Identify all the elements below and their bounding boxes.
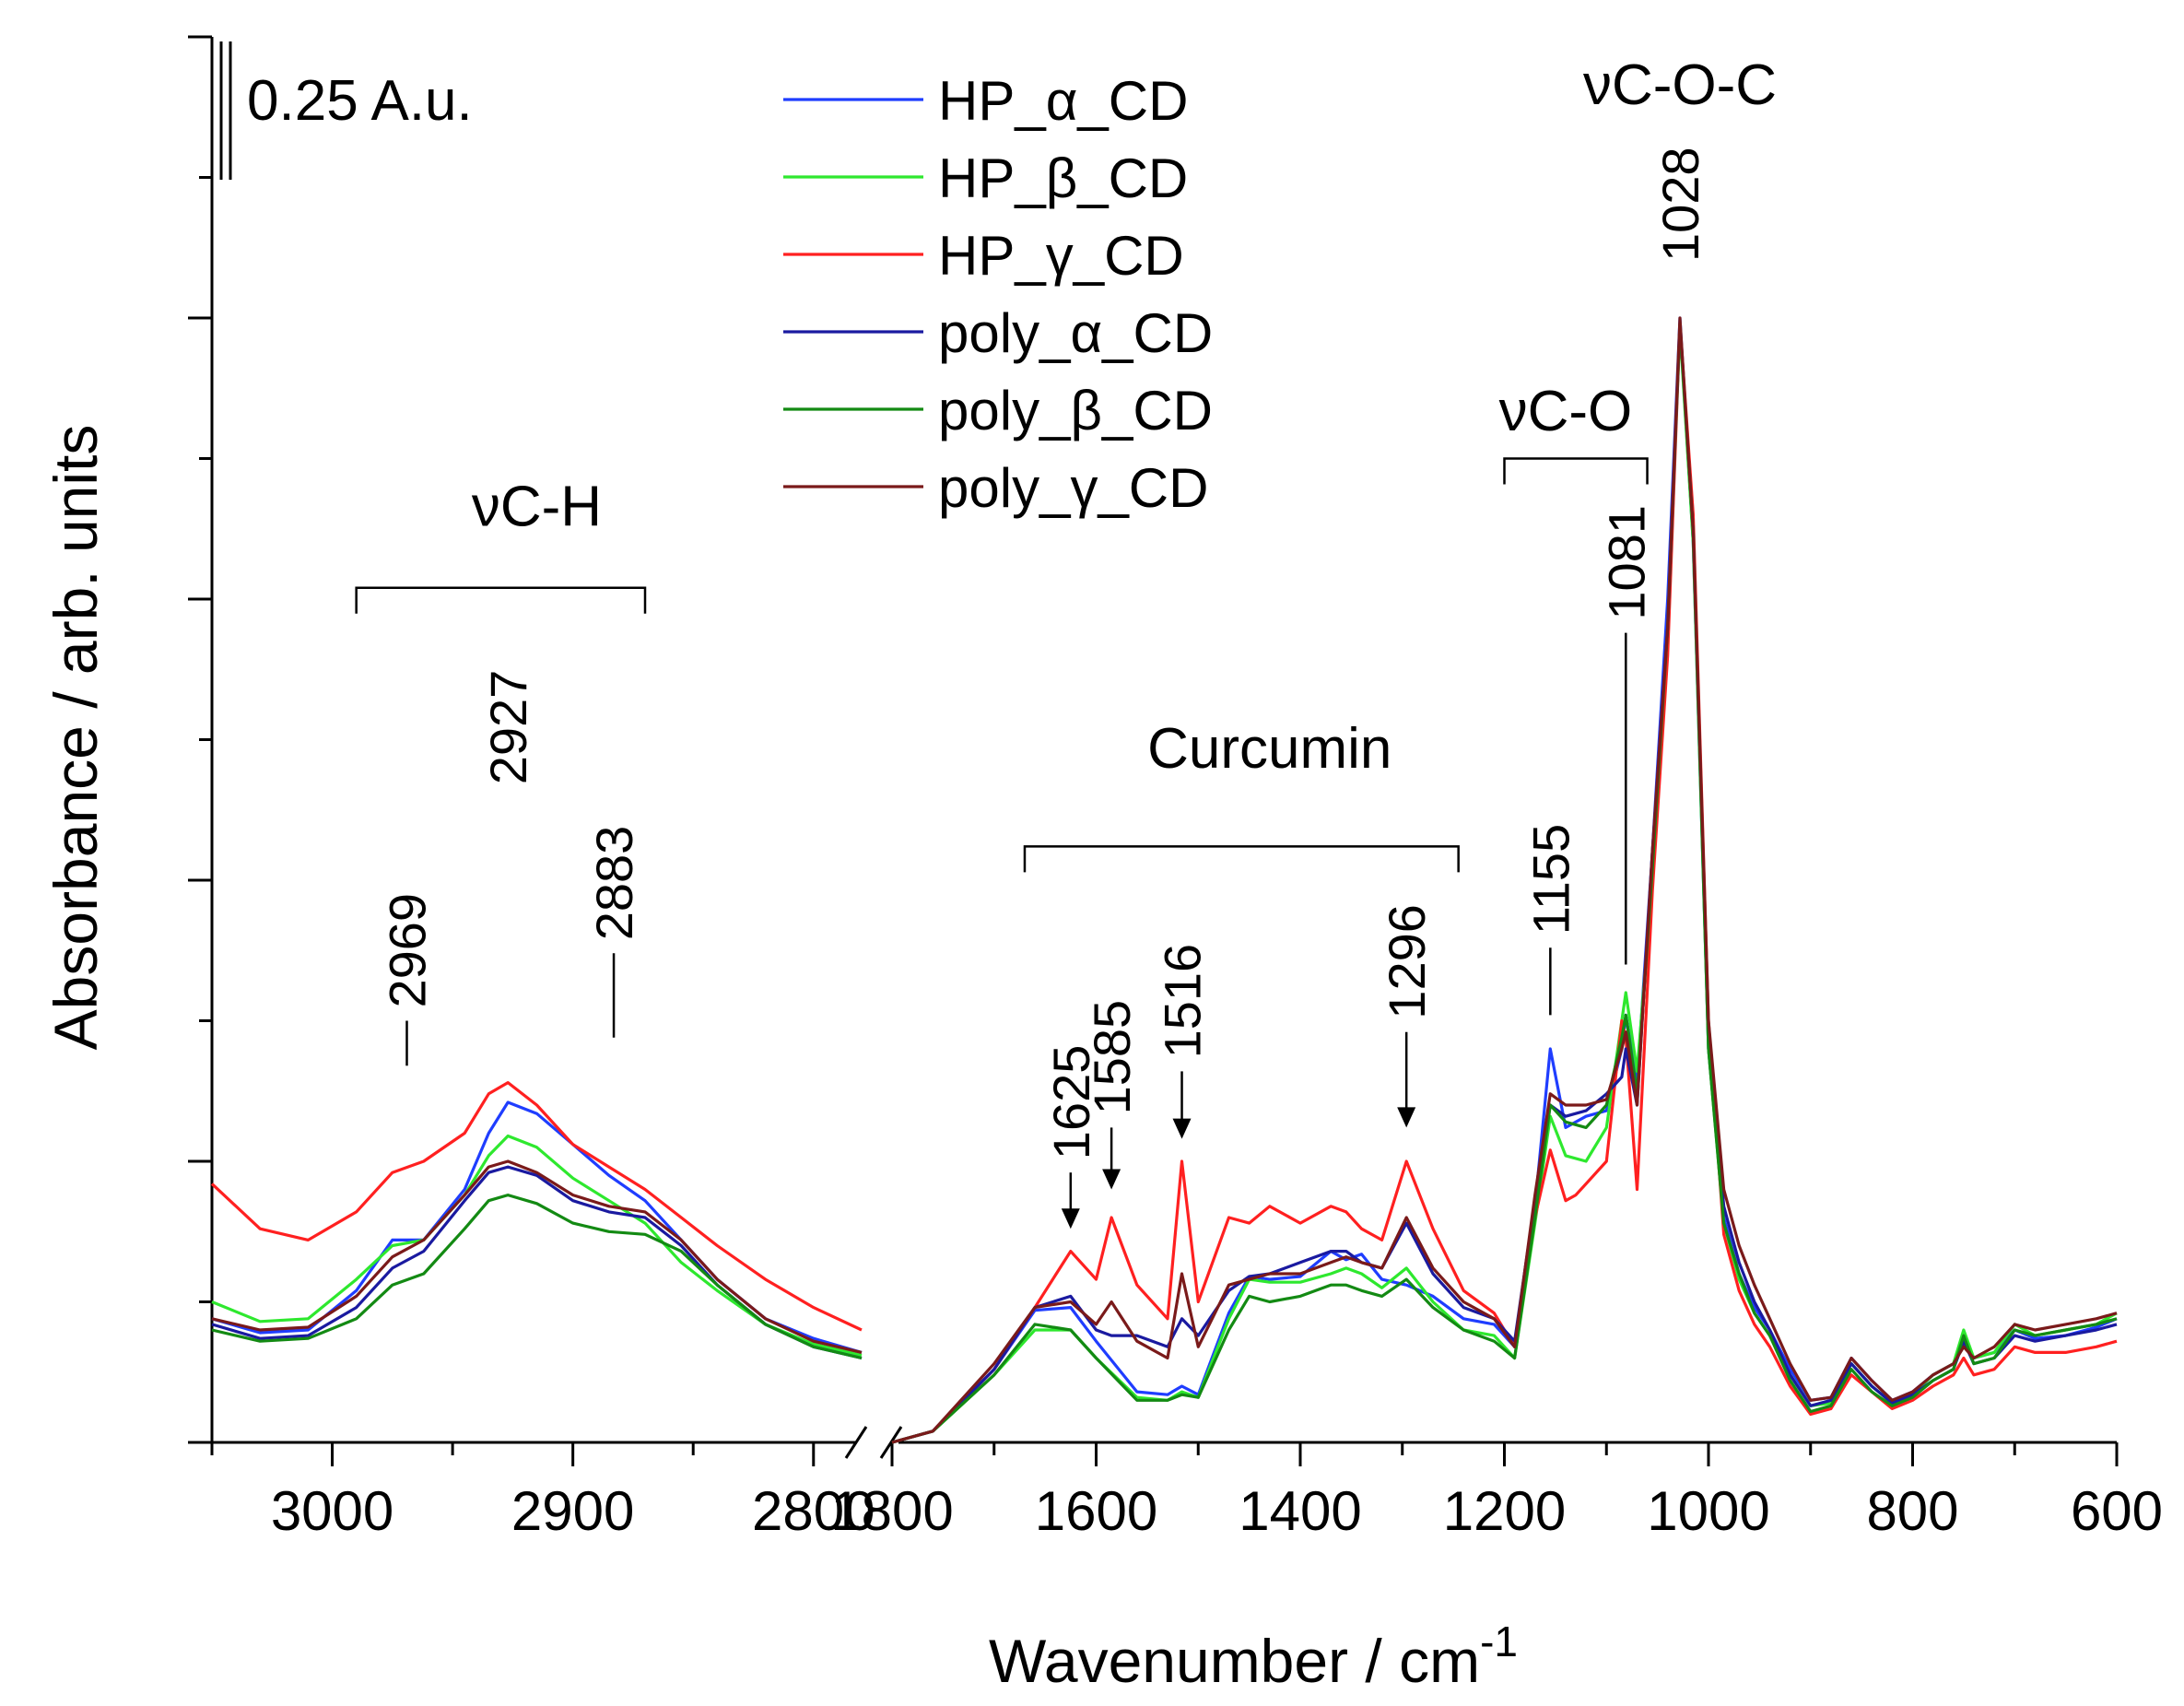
series-line-HP_γ_CD-low [891, 322, 2118, 1444]
x-axis-label-exponent: -1 [1480, 1618, 1518, 1665]
legend-label: HP_γ_CD [938, 225, 1184, 287]
x-tick-label: 3000 [271, 1480, 393, 1542]
legend-item: HP_γ_CD [783, 225, 1184, 287]
peak-label: 1296 [1378, 904, 1436, 1019]
peak-label: 1516 [1154, 944, 1212, 1059]
annotation-2969: 2969 [379, 893, 437, 1066]
series-line-HP_γ_CD-high [210, 1081, 863, 1332]
legend-item: poly_α_CD [783, 302, 1213, 364]
legend-item: HP_β_CD [783, 147, 1188, 209]
x-axis-label-text: Wavenumber / cm [989, 1627, 1480, 1695]
annotation-1516: 1516 [1154, 944, 1212, 1139]
peak-label: 1081 [1597, 505, 1655, 620]
x-tick-label: 2800 [752, 1480, 875, 1542]
annotation-1155: 1155 [1521, 824, 1579, 1016]
annotation-Curcumin: Curcumin [1023, 717, 1460, 873]
legend-label: poly_γ_CD [938, 457, 1208, 519]
series-line-HP_α_CD-high [211, 1100, 863, 1354]
peak-label: 1625 [1042, 1045, 1100, 1160]
arrow-head [1102, 1169, 1121, 1190]
x-axis-label: Wavenumber / cm-1 [989, 1618, 1518, 1695]
scale-bar: 0.25 A.u. [219, 41, 473, 180]
arrow-head [1397, 1107, 1416, 1128]
legend-item: poly_γ_CD [783, 457, 1208, 519]
legend-label: poly_β_CD [938, 380, 1213, 441]
x-tick-label: 2900 [511, 1480, 634, 1542]
annotation-1625: 1625 [1042, 1045, 1100, 1229]
x-tick-label: 1600 [1035, 1480, 1157, 1542]
peak-label: 1155 [1521, 824, 1579, 935]
arrow-head [1172, 1118, 1192, 1139]
annotation-1028: 1028 [1651, 147, 1709, 262]
peak-label: 2969 [379, 893, 437, 1008]
series-layer [210, 316, 2118, 1444]
annotation-νC-O: νC-O [1499, 380, 1649, 485]
legend-item: poly_β_CD [783, 380, 1213, 441]
axis-break-mark [844, 1426, 868, 1459]
series-poly_γ_CD [211, 316, 2118, 1444]
series-line-poly_γ_CD-low [891, 316, 2118, 1444]
series-line-poly_β_CD-low [891, 322, 2118, 1444]
x-tick-label: 600 [2071, 1480, 2163, 1542]
x-tick-label: 800 [1866, 1480, 1958, 1542]
group-label: νC-O-C [1583, 53, 1777, 117]
peak-label: 1028 [1651, 147, 1709, 262]
group-bracket [1503, 457, 1649, 485]
group-label: νC-H [472, 476, 602, 539]
annotation-νC-H: νC-H [355, 476, 647, 614]
annotation-2883: 2883 [585, 826, 643, 1038]
x-tick-label: 1400 [1239, 1480, 1361, 1542]
arrow-head [1061, 1208, 1080, 1229]
series-poly_β_CD [211, 322, 2118, 1444]
x-tick-label: 1800 [830, 1480, 953, 1542]
scale-bar-label: 0.25 A.u. [247, 69, 473, 133]
annotations: νC-HCurcuminνC-OνC-O-C296929272883162515… [355, 53, 1777, 1229]
annotation-1296: 1296 [1378, 904, 1436, 1128]
legend-label: HP_α_CD [938, 70, 1188, 132]
series-line-poly_β_CD-high [211, 1194, 863, 1360]
series-line-poly_γ_CD-high [211, 1159, 863, 1354]
peak-label: 1585 [1083, 1000, 1141, 1115]
x-tick-label: 1200 [1443, 1480, 1566, 1542]
group-bracket [355, 586, 647, 614]
annotation-1585: 1585 [1083, 1000, 1141, 1190]
annotation-1081: 1081 [1597, 505, 1655, 965]
series-HP_γ_CD [210, 322, 2118, 1444]
series-line-HP_β_CD-high [211, 1134, 863, 1358]
x-tick-label: 1000 [1647, 1480, 1769, 1542]
legend-item: HP_α_CD [783, 70, 1188, 132]
annotation-2927: 2927 [479, 670, 537, 785]
peak-label: 2927 [479, 670, 537, 785]
peak-label: 2883 [585, 826, 643, 941]
group-label: Curcumin [1147, 717, 1391, 781]
annotation-νC-O-C: νC-O-C [1583, 53, 1777, 117]
y-axis-label: Absorbance / arb. units [41, 425, 110, 1051]
legend: HP_α_CD HP_β_CD HP_γ_CD poly_α_CD poly_β_CDp… [783, 70, 1213, 519]
group-bracket [1023, 845, 1460, 873]
legend-label: poly_α_CD [938, 302, 1213, 364]
legend-label: HP_β_CD [938, 147, 1188, 209]
group-label: νC-O [1499, 380, 1633, 443]
